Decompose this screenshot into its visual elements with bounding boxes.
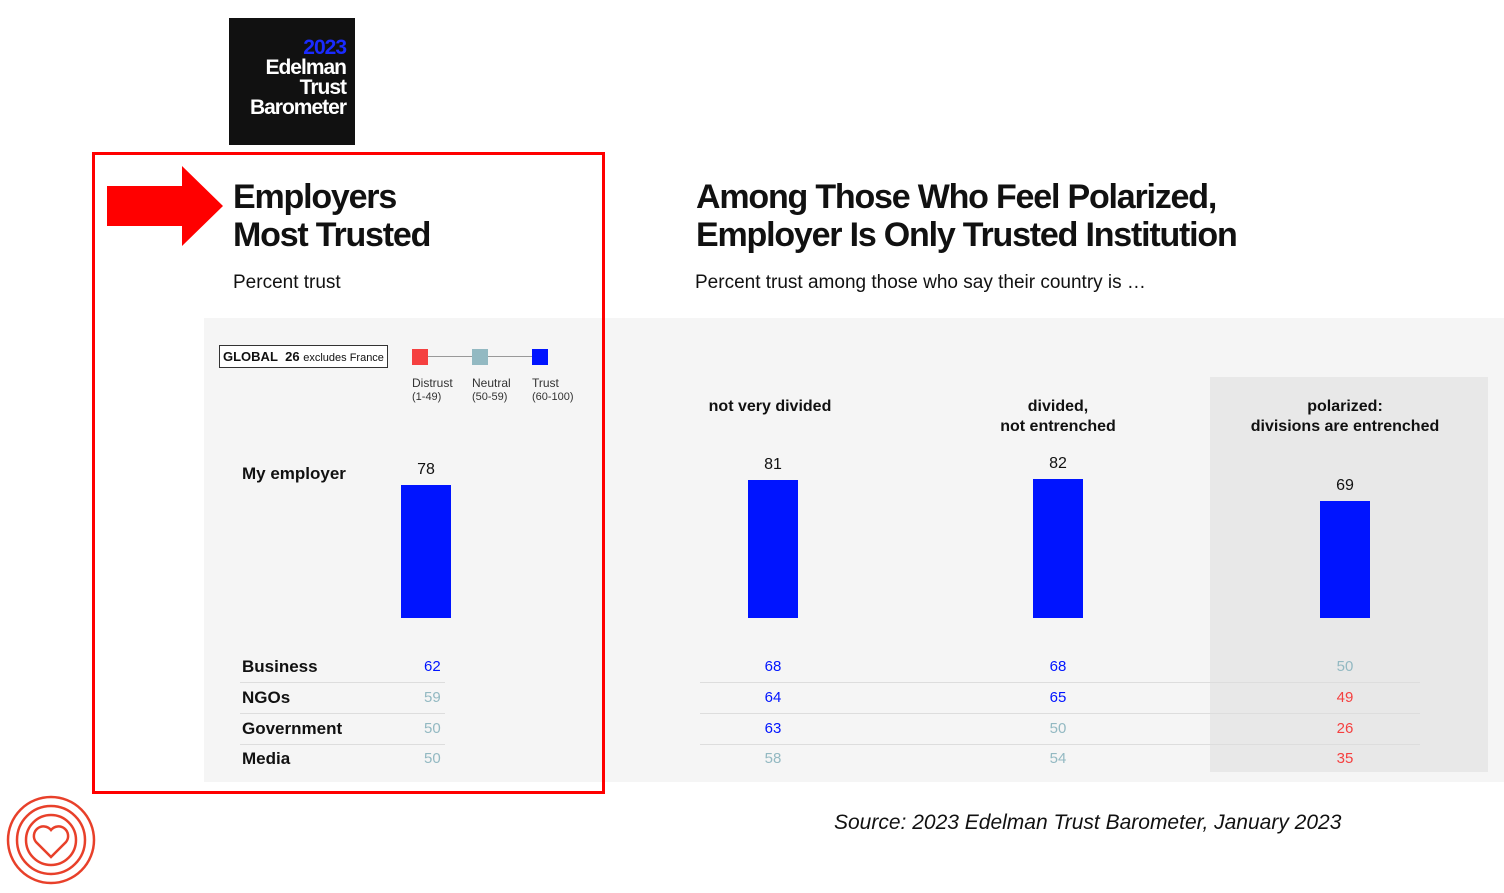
table-value: 58 [764,750,782,767]
table-value: 65 [1049,689,1067,706]
logo-line: Trust [299,76,347,99]
logo-year: 2023 [303,36,347,59]
table-value: 50 [1049,720,1067,737]
table-value: 59 [424,689,441,706]
row-label: NGOs [242,688,291,707]
table-value: 68 [1049,658,1067,675]
logo-line: Edelman [265,56,347,79]
row-divider [700,682,1420,683]
legend-range: (60-100) [532,391,574,403]
row-divider [700,713,1420,714]
row-divider [240,713,445,714]
row-divider [240,744,445,745]
right-title: Among Those Who Feel Polarized, Employer … [696,178,1238,254]
red-arrow-icon [107,166,223,246]
legend-swatch [532,349,548,365]
table-value: 26 [1336,720,1354,737]
legend-label: Trust [532,376,559,390]
highlight-frame [92,152,605,794]
row-divider [700,744,1420,745]
edelman-logo: 2023 Edelman Trust Barometer [229,18,355,145]
row-divider [240,682,445,683]
column-header: divided, not entrenched [1000,398,1116,435]
table-value: 68 [764,658,782,675]
table-value: 50 [424,720,441,737]
logo-line: Barometer [249,96,347,119]
column-header: not very divided [708,398,832,415]
title-line: Employer Is Only Trusted Institution [696,216,1238,254]
title-line: Among Those Who Feel Polarized, [696,178,1217,216]
left-subtitle: Percent trust [233,272,341,293]
bar-value-label: 78 [417,461,435,479]
table-value: 50 [1336,658,1354,675]
row-label: Business [242,657,318,676]
source-note: Source: 2023 Edelman Trust Barometer, Ja… [834,811,1342,834]
bar-1 [748,480,798,618]
row-label: Government [242,719,343,738]
table-value: 35 [1336,750,1354,767]
global-count: 26 [285,349,300,364]
table-value: 64 [764,689,782,706]
bar-value-label: 81 [764,456,782,474]
legend-item: Trust (60-100) [532,376,574,404]
right-subtitle: Percent trust among those who say their … [695,272,1146,293]
bar-0 [401,485,451,618]
table-value: 49 [1336,689,1354,706]
legend-range: (50-59) [472,391,508,403]
legend-label: Distrust [412,376,453,390]
bar-value-label: 69 [1336,476,1354,494]
title-line: Employers [233,178,397,216]
global-label: GLOBAL [223,349,278,364]
heart-target-logo-icon [6,795,96,885]
table-value: 50 [424,750,441,767]
global-note: excludes France [303,352,384,364]
table-value: 63 [764,720,782,737]
table-value: 54 [1049,750,1067,767]
table-value: 62 [424,658,441,675]
legend-swatch [472,349,488,365]
bar-value-label: 82 [1049,454,1067,472]
legend-item: Distrust (1-49) [412,376,453,404]
global-badge: GLOBAL 26 excludes France [219,345,388,368]
legend-range: (1-49) [412,391,442,403]
legend-label: Neutral [472,376,511,390]
bar-2 [1033,478,1083,618]
left-title: Employers Most Trusted [233,178,431,254]
row-label: Media [242,749,291,768]
row-label-my-employer: My employer [242,464,346,483]
bar-3 [1320,500,1370,618]
legend-item: Neutral (50-59) [472,376,511,404]
title-line: Most Trusted [233,216,431,254]
legend-swatch [412,349,428,365]
column-header: polarized: divisions are entrenched [1250,398,1440,435]
